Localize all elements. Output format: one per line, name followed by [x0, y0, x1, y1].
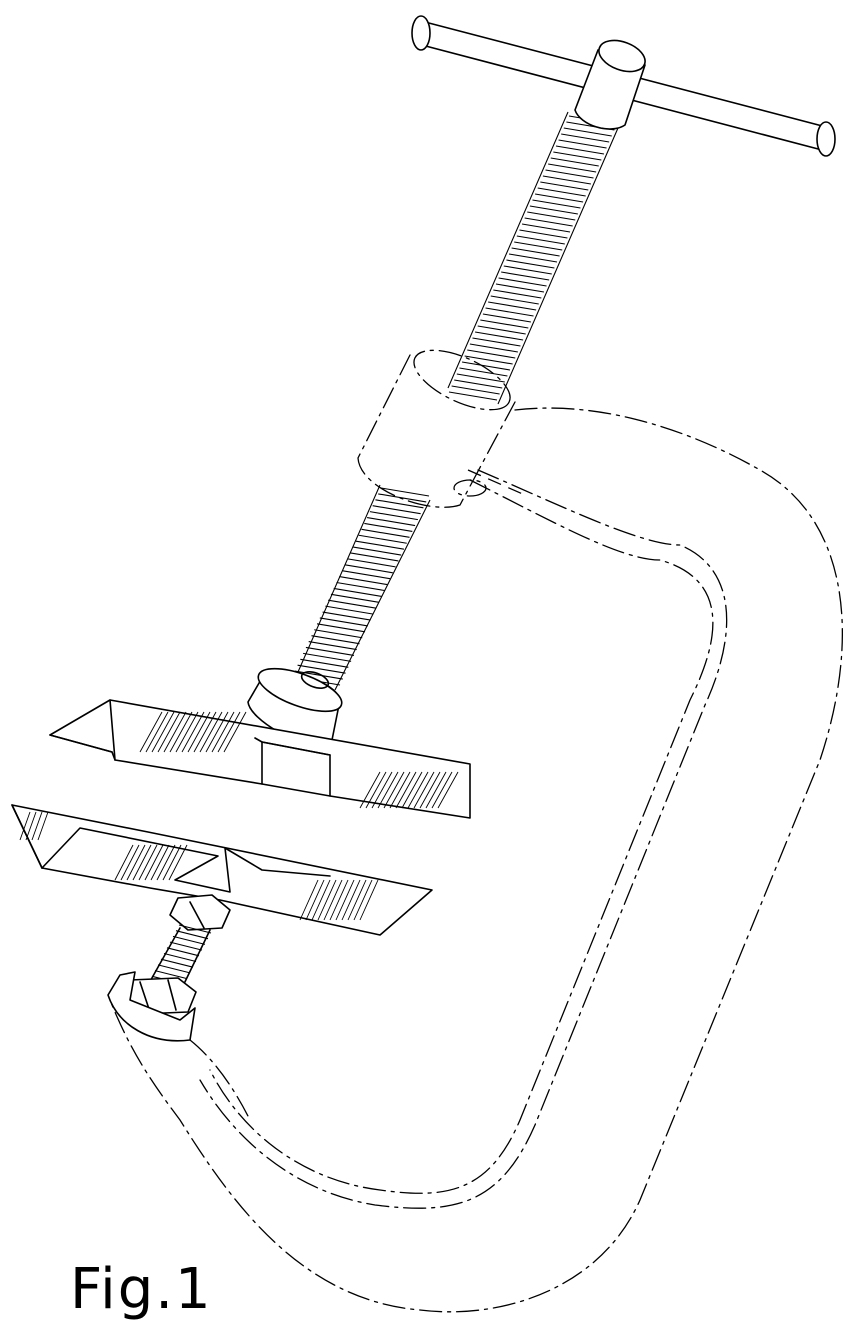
hidden-line — [468, 470, 525, 495]
t-handle — [412, 16, 835, 156]
lower-screw — [124, 895, 230, 1014]
figure-caption: Fig.1 — [70, 1262, 213, 1318]
